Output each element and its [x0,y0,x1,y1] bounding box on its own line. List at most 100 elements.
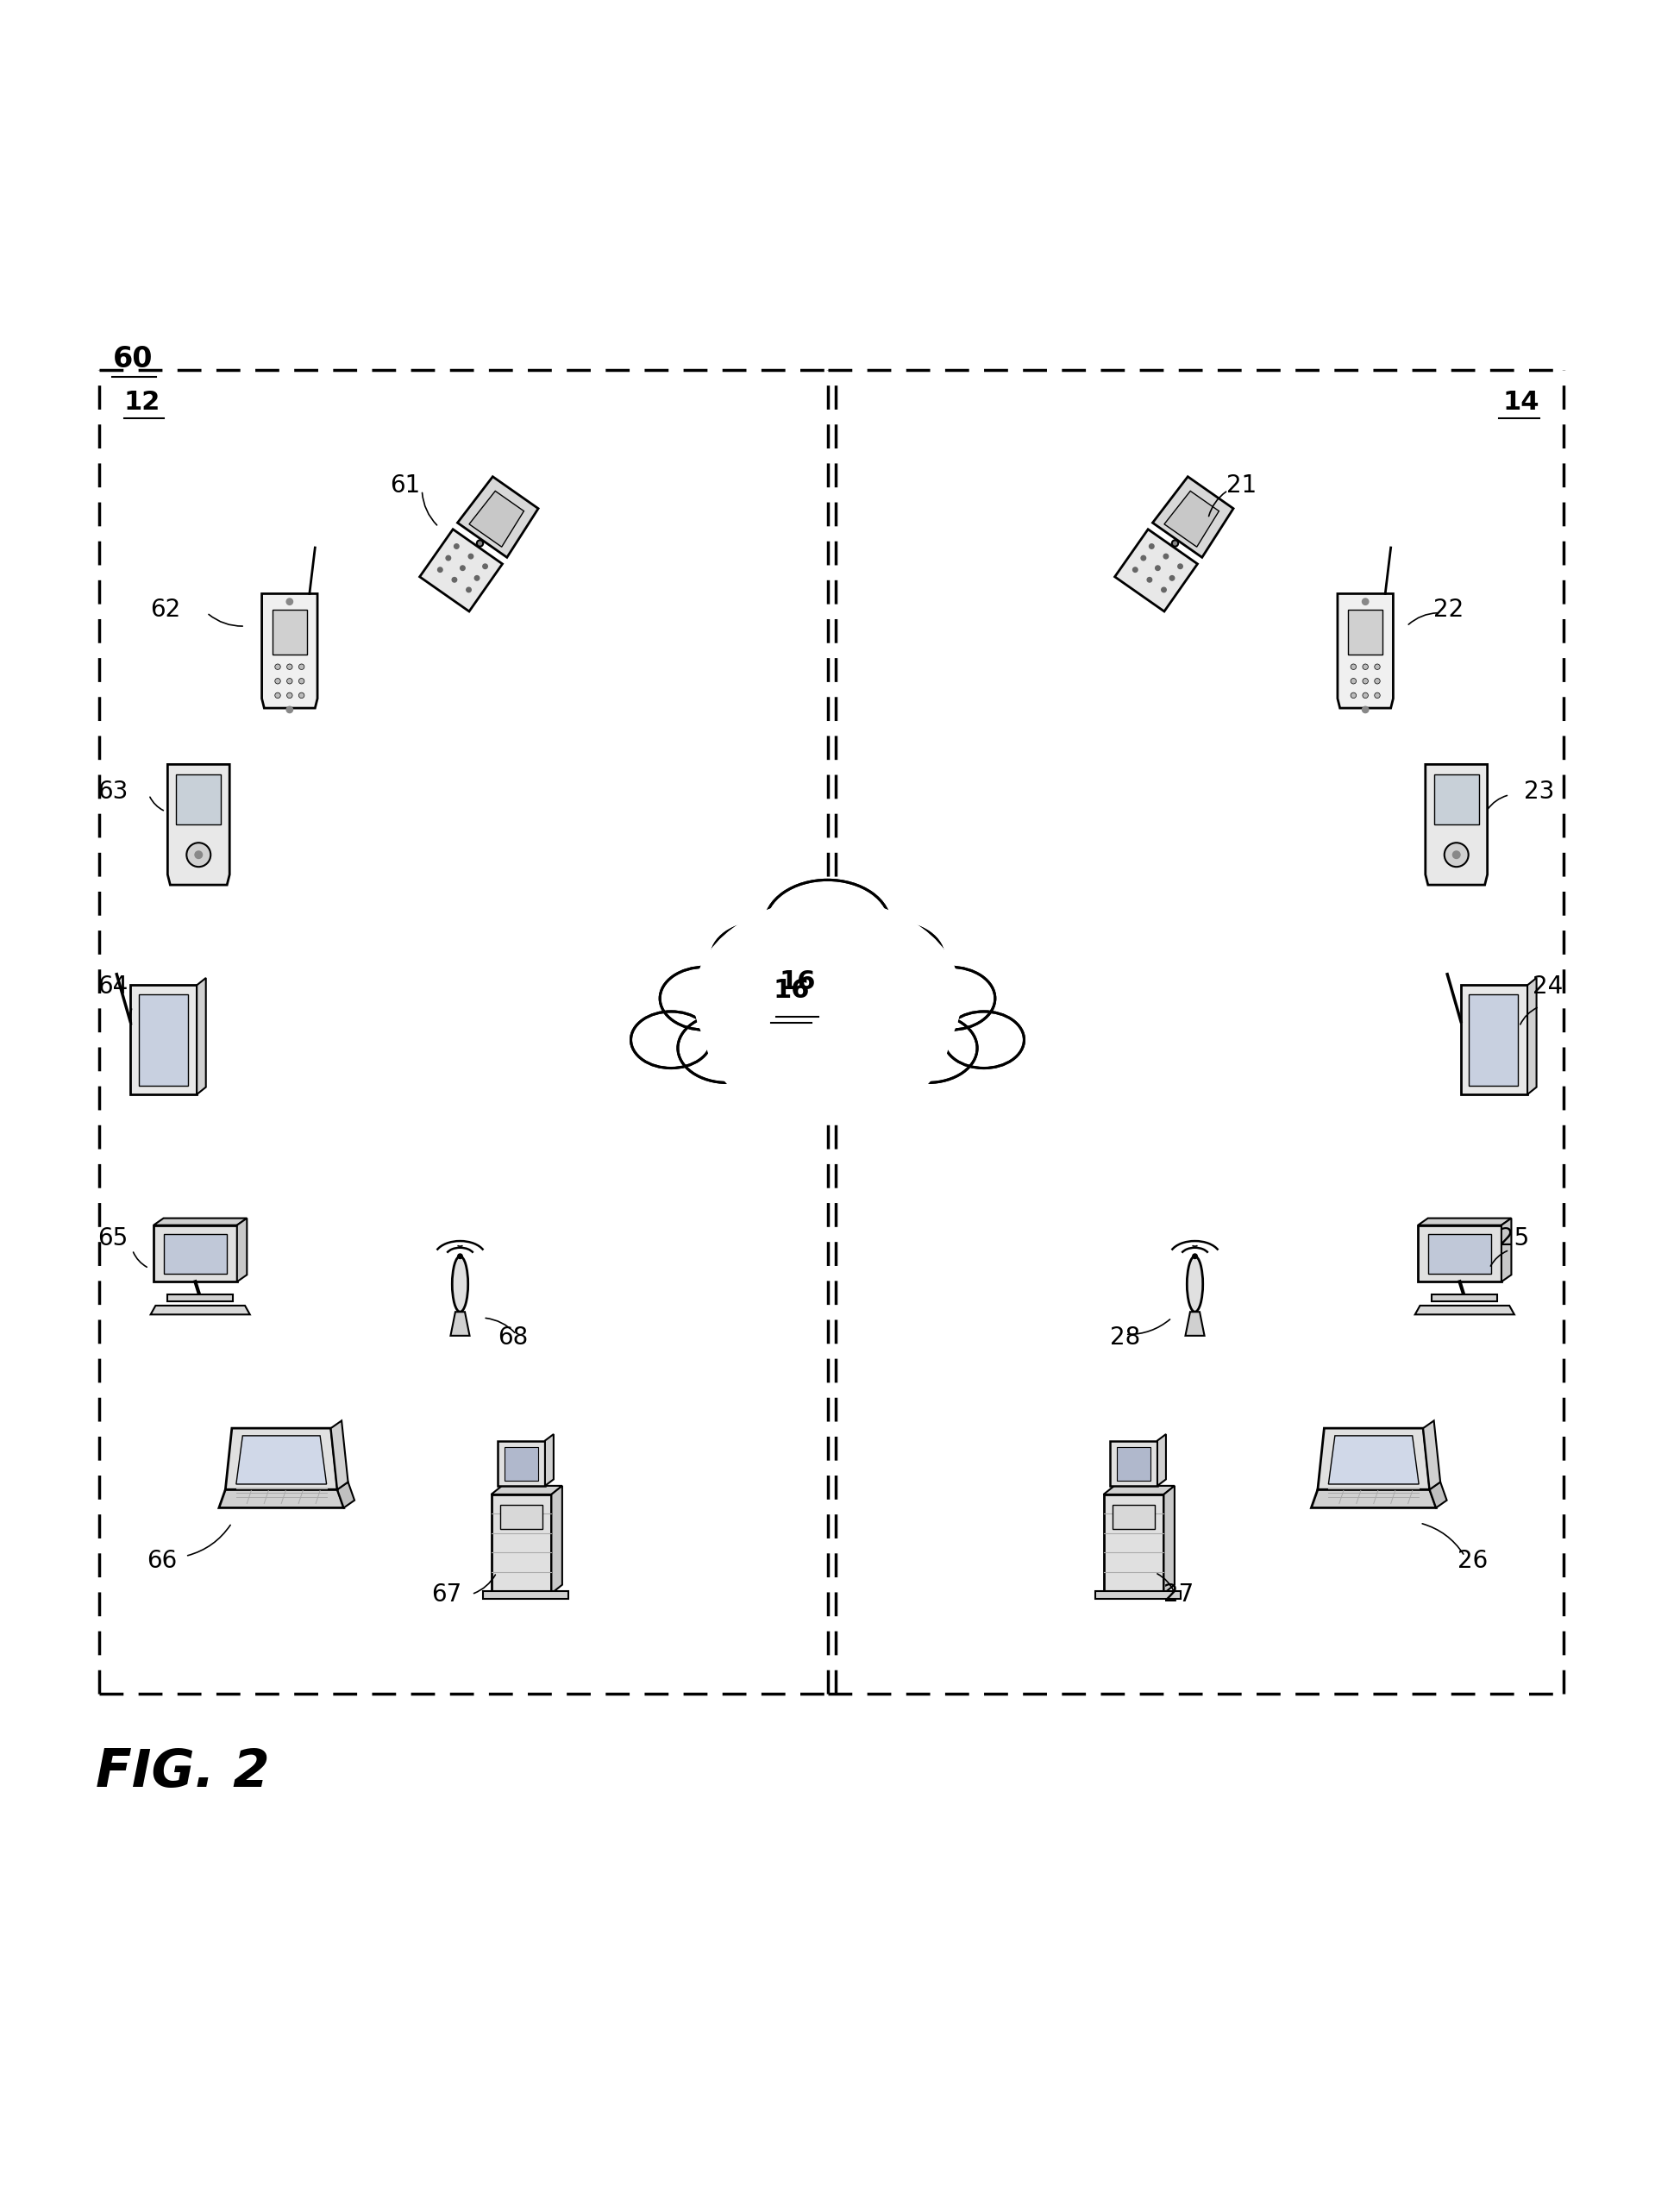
Polygon shape [498,1440,544,1486]
Polygon shape [1104,1486,1175,1495]
Polygon shape [1425,765,1488,885]
Circle shape [1155,566,1160,571]
Text: 68: 68 [498,1325,528,1349]
Polygon shape [218,1489,344,1509]
Circle shape [286,706,293,712]
Text: 16: 16 [780,969,816,995]
Polygon shape [1185,1312,1205,1336]
Ellipse shape [1187,1256,1203,1312]
Ellipse shape [712,922,809,991]
Ellipse shape [693,898,962,1097]
Circle shape [1362,599,1369,604]
Text: 60: 60 [113,345,152,374]
Polygon shape [1329,1436,1418,1484]
Ellipse shape [660,967,750,1031]
Polygon shape [1111,1440,1157,1486]
Circle shape [187,843,210,867]
Ellipse shape [943,1011,1024,1068]
Polygon shape [237,1219,247,1281]
Polygon shape [1418,1219,1511,1225]
Ellipse shape [705,940,950,1121]
Circle shape [275,679,280,684]
Circle shape [275,664,280,670]
Circle shape [1362,706,1369,712]
Circle shape [1451,849,1461,858]
Polygon shape [1470,995,1518,1086]
Circle shape [1178,564,1183,568]
Polygon shape [492,1486,563,1495]
Polygon shape [450,1312,470,1336]
Text: 26: 26 [1458,1548,1488,1573]
Polygon shape [420,529,503,611]
Polygon shape [1115,529,1198,611]
Ellipse shape [705,940,950,1121]
Circle shape [1149,544,1154,549]
Polygon shape [331,1420,348,1489]
Circle shape [467,588,472,593]
Ellipse shape [679,1013,776,1082]
Circle shape [453,544,458,549]
Polygon shape [1418,1225,1501,1281]
Polygon shape [1311,1489,1437,1509]
Polygon shape [139,995,187,1086]
Circle shape [1350,692,1355,699]
Text: 21: 21 [1226,473,1256,498]
Bar [99,369,836,1694]
Ellipse shape [943,1011,1024,1068]
Polygon shape [500,1504,543,1528]
Polygon shape [1423,1420,1440,1489]
Circle shape [300,692,305,699]
Circle shape [1445,843,1468,867]
Circle shape [1362,664,1369,670]
Circle shape [286,599,293,604]
Circle shape [437,566,442,573]
Polygon shape [271,611,308,655]
Circle shape [1350,664,1355,670]
Text: 62: 62 [151,597,180,622]
Polygon shape [492,1495,551,1593]
Polygon shape [1428,1234,1491,1274]
Polygon shape [225,1429,338,1489]
Circle shape [1132,566,1137,573]
Polygon shape [175,774,222,825]
Polygon shape [167,1294,233,1301]
Text: 14: 14 [1503,389,1539,414]
Ellipse shape [846,922,943,991]
Polygon shape [1528,978,1536,1095]
Circle shape [445,555,450,560]
Bar [828,369,1564,1694]
Polygon shape [131,984,197,1095]
Polygon shape [1415,1305,1514,1314]
Ellipse shape [452,1256,468,1312]
Polygon shape [457,476,538,557]
Circle shape [1163,553,1168,560]
Polygon shape [544,1433,553,1486]
Ellipse shape [905,967,995,1031]
Polygon shape [551,1486,563,1593]
Polygon shape [167,765,230,885]
Circle shape [1162,588,1167,593]
Polygon shape [151,1305,250,1314]
Circle shape [468,553,473,560]
Text: 12: 12 [124,389,161,414]
Polygon shape [1096,1590,1182,1599]
Circle shape [458,1254,462,1259]
Circle shape [286,679,293,684]
Ellipse shape [879,1013,976,1082]
Text: 22: 22 [1433,597,1463,622]
Polygon shape [1433,774,1480,825]
Ellipse shape [760,1000,894,1095]
Polygon shape [1501,1219,1511,1281]
Text: 65: 65 [98,1225,127,1250]
Polygon shape [1163,491,1220,546]
Circle shape [194,849,204,858]
Polygon shape [197,978,205,1095]
Ellipse shape [760,1000,894,1095]
Ellipse shape [905,967,995,1031]
Ellipse shape [679,1013,776,1082]
Ellipse shape [631,1011,712,1068]
Ellipse shape [712,922,809,991]
Text: 23: 23 [1524,779,1554,803]
Polygon shape [505,1447,538,1480]
Ellipse shape [660,967,750,1031]
